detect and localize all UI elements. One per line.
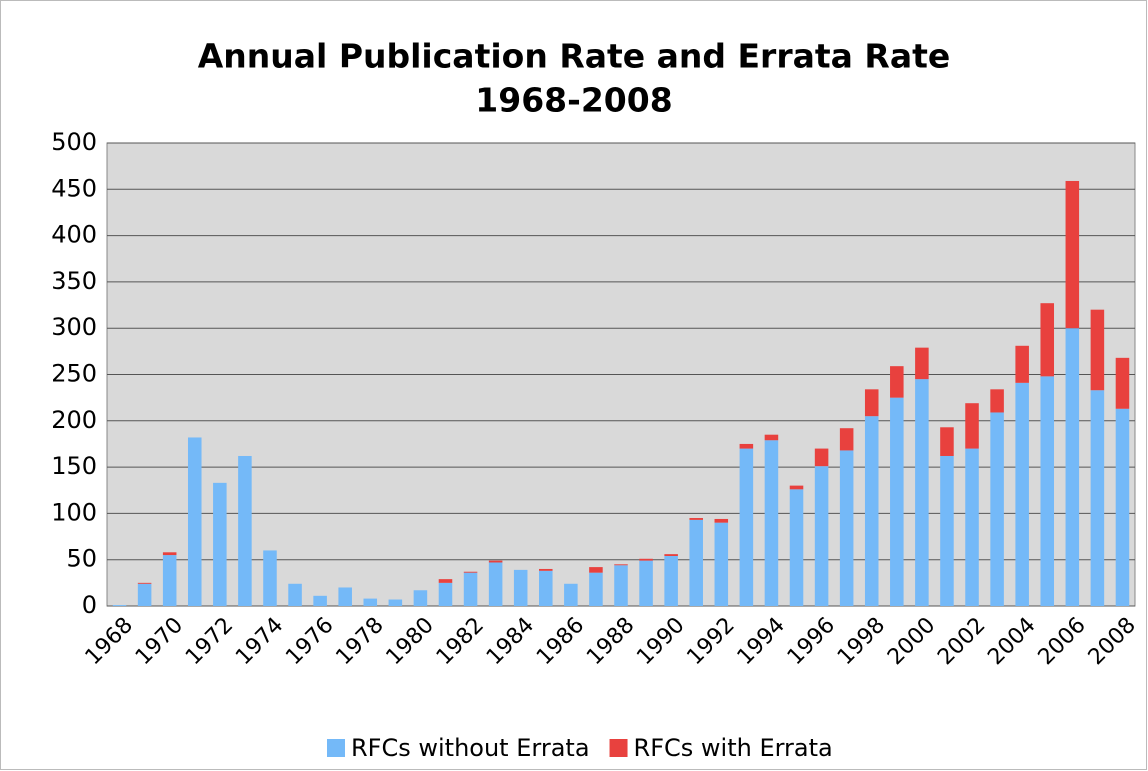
- bar-segment: [965, 403, 979, 449]
- bar-segment: [639, 560, 653, 606]
- bar-segment: [664, 555, 678, 606]
- bar-segment: [1015, 382, 1029, 606]
- bar-segment: [539, 570, 553, 606]
- bar-segment: [313, 595, 327, 606]
- bar-segment: [814, 448, 829, 467]
- bar-segment: [940, 455, 954, 606]
- bar-segment: [263, 550, 277, 606]
- bar-segment: [213, 482, 227, 606]
- bar-segment: [1115, 357, 1130, 409]
- bar-segment: [739, 448, 754, 606]
- y-tick-label: 400: [51, 221, 97, 249]
- bar-segment: [187, 437, 202, 606]
- bar-segment: [990, 412, 1004, 606]
- bar-segment: [639, 558, 653, 561]
- bar-segment: [664, 554, 678, 556]
- legend-swatch: [609, 739, 628, 757]
- bar-segment: [539, 568, 553, 571]
- bar-segment: [1090, 390, 1105, 606]
- bar-segment: [739, 443, 754, 449]
- bar-segment: [890, 397, 904, 606]
- bar-segment: [764, 440, 779, 606]
- bar-segment: [940, 427, 954, 456]
- bar-segment: [438, 582, 453, 606]
- y-tick-label: 250: [51, 360, 97, 388]
- bar-segment: [1015, 345, 1029, 383]
- bar-segment: [363, 598, 378, 606]
- bar-segment: [839, 450, 854, 606]
- bar-segment: [789, 489, 804, 606]
- bar-segment: [463, 572, 478, 606]
- y-tick-label: 300: [51, 313, 97, 341]
- bar-segment: [438, 579, 453, 583]
- bar-segment: [689, 518, 703, 520]
- y-tick-label: 100: [51, 498, 97, 526]
- y-tick-label: 50: [66, 545, 97, 573]
- bar-segment: [589, 567, 603, 573]
- legend-label: RFCs without Errata: [351, 734, 590, 762]
- y-tick-label: 150: [51, 452, 97, 480]
- bar-segment: [915, 379, 929, 606]
- legend-swatch: [327, 739, 345, 757]
- y-tick-label: 450: [51, 174, 97, 202]
- y-tick-label: 0: [82, 591, 97, 619]
- y-tick-label: 500: [51, 128, 97, 156]
- bar-segment: [463, 571, 478, 573]
- bar-segment: [162, 555, 177, 606]
- bar-segment: [137, 582, 152, 584]
- bar-segment: [714, 518, 729, 523]
- y-tick-label: 350: [51, 267, 97, 295]
- bar-segment: [338, 587, 352, 606]
- bar-segment: [614, 564, 628, 566]
- bar-segment: [890, 366, 904, 398]
- bar-segment: [1115, 408, 1130, 606]
- bar-segment: [1040, 303, 1055, 377]
- bar-segment: [714, 522, 729, 606]
- bar-segment: [112, 605, 127, 606]
- bar-segment: [864, 389, 879, 417]
- bar-segment: [689, 519, 703, 606]
- bar-segment: [1065, 180, 1080, 329]
- bar-segment: [413, 590, 428, 606]
- bar-segment: [564, 583, 578, 606]
- legend-label: RFCs with Errata: [634, 734, 833, 762]
- bar-segment: [488, 562, 503, 606]
- bar-segment: [614, 565, 628, 606]
- y-tick-label: 200: [51, 406, 97, 434]
- bar-segment: [288, 583, 302, 606]
- bar-segment: [789, 485, 804, 490]
- bar-segment: [137, 583, 152, 606]
- bar-segment: [1090, 309, 1105, 391]
- bar-segment: [589, 572, 603, 606]
- bar-segment: [238, 455, 252, 606]
- bar-segment: [839, 428, 854, 451]
- bar-segment: [1065, 328, 1080, 606]
- bar-segment: [162, 552, 177, 556]
- bar-segment: [513, 569, 528, 606]
- bar-segment: [965, 448, 979, 606]
- bar-segment: [990, 389, 1004, 413]
- chart-title: Annual Publication Rate and Errata Rate: [198, 37, 951, 76]
- bar-segment: [764, 434, 779, 441]
- bar-segment: [488, 560, 503, 563]
- bar-segment: [864, 416, 879, 606]
- bar-segment: [1040, 376, 1055, 606]
- bar-segment: [915, 347, 929, 380]
- bar-segment: [388, 599, 403, 606]
- chart-subtitle: 1968-2008: [475, 81, 672, 120]
- bar-segment: [814, 466, 829, 606]
